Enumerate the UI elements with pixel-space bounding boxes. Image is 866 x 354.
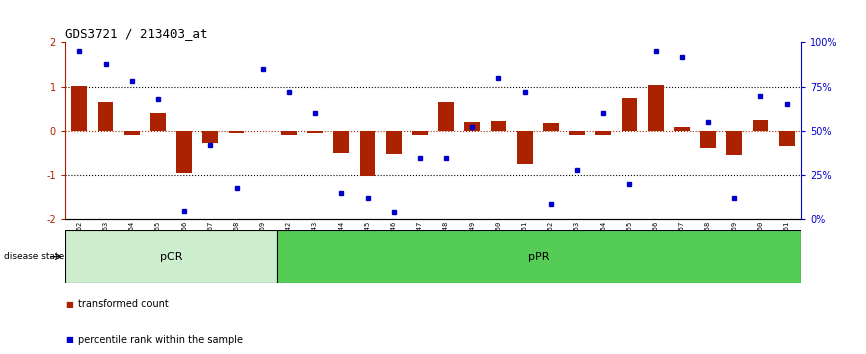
Bar: [517, 131, 533, 164]
Text: percentile rank within the sample: percentile rank within the sample: [78, 335, 243, 345]
Text: ■: ■: [65, 335, 73, 344]
Bar: [229, 131, 244, 133]
Bar: [307, 131, 323, 133]
Bar: [281, 131, 297, 135]
Bar: [124, 131, 139, 135]
Bar: [72, 86, 87, 131]
Bar: [464, 122, 480, 131]
Bar: [491, 121, 507, 131]
Bar: [727, 131, 742, 155]
Bar: [333, 131, 349, 153]
Bar: [753, 120, 768, 131]
Text: disease state: disease state: [4, 252, 65, 261]
Bar: [438, 102, 454, 131]
Bar: [543, 123, 559, 131]
Bar: [674, 127, 689, 131]
Bar: [203, 131, 218, 143]
Text: transformed count: transformed count: [78, 299, 169, 309]
Bar: [779, 131, 794, 147]
Bar: [412, 131, 428, 135]
Bar: [701, 131, 716, 148]
Bar: [359, 131, 375, 176]
Bar: [596, 131, 611, 135]
Bar: [277, 230, 801, 283]
Bar: [648, 85, 663, 131]
Bar: [150, 113, 165, 131]
Bar: [65, 230, 277, 283]
Text: ■: ■: [65, 300, 73, 309]
Bar: [569, 131, 585, 135]
Bar: [177, 131, 192, 173]
Text: pCR: pCR: [160, 252, 182, 262]
Text: GDS3721 / 213403_at: GDS3721 / 213403_at: [65, 27, 208, 40]
Bar: [98, 102, 113, 131]
Bar: [386, 131, 402, 154]
Bar: [622, 98, 637, 131]
Text: pPR: pPR: [528, 252, 550, 262]
